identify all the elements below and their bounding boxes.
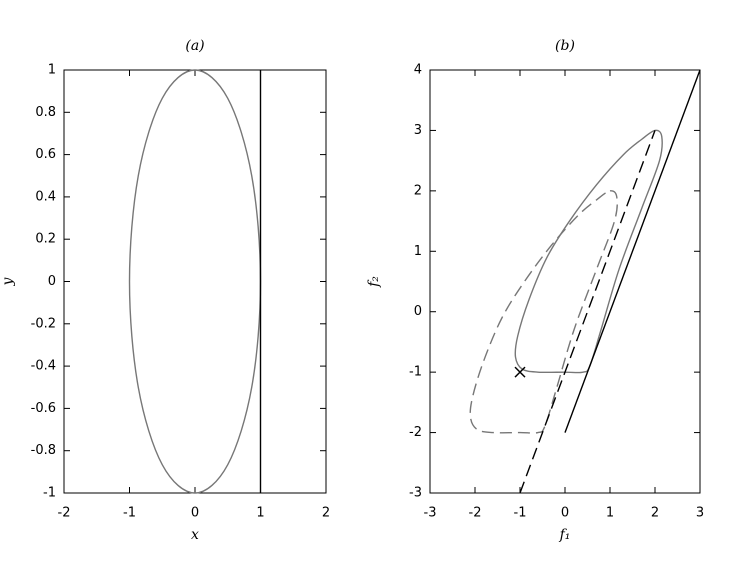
marker [514, 366, 526, 378]
plot-frame [63, 69, 327, 494]
x-tick-label: -3 [424, 506, 437, 521]
x-tick-label: 2 [322, 506, 330, 521]
curve [564, 69, 701, 433]
y-axis-label: f₂ [366, 276, 382, 288]
x-tick-label: -2 [58, 506, 71, 521]
y-tick-label: -3 [409, 486, 422, 501]
y-tick-label: 1 [48, 63, 56, 78]
x-tick-label: 0 [561, 506, 569, 521]
x-tick-label: 3 [696, 506, 704, 521]
curve [514, 129, 663, 374]
y-tick-label: -1 [43, 486, 56, 501]
x-tick-label: 1 [256, 506, 264, 521]
y-tick-label: 0.8 [35, 105, 56, 120]
y-tick-label: 1 [414, 244, 422, 259]
y-tick-label: 0 [48, 274, 56, 289]
chart-title: (a) [185, 38, 204, 54]
y-tick-label: 0.6 [35, 147, 56, 162]
curve [128, 69, 262, 494]
plot-frame [429, 69, 701, 494]
y-tick-label: -1 [409, 365, 422, 380]
y-tick-label: 3 [414, 123, 422, 138]
y-axis-label: y [0, 276, 16, 286]
x-tick-label: 2 [651, 506, 659, 521]
y-tick-label: 0.4 [35, 189, 56, 204]
x-tick-label: 1 [606, 506, 614, 521]
y-tick-label: 2 [414, 183, 422, 198]
x-axis-label: f₁ [559, 527, 571, 543]
curve [469, 190, 618, 434]
x-tick-label: -1 [123, 506, 136, 521]
x-tick-label: -2 [469, 506, 482, 521]
y-tick-label: -0.8 [31, 443, 56, 458]
curve [519, 130, 656, 494]
y-tick-label: 0 [414, 304, 422, 319]
y-tick-label: -0.4 [31, 359, 56, 374]
chart-title: (b) [555, 38, 575, 54]
x-axis-label: x [191, 527, 199, 543]
y-tick-label: -0.2 [31, 316, 56, 331]
x-tick-label: 0 [191, 506, 199, 521]
x-tick-label: -1 [514, 506, 527, 521]
y-tick-label: 4 [414, 63, 422, 78]
y-tick-label: -0.6 [31, 401, 56, 416]
y-tick-label: 0.2 [35, 232, 56, 247]
y-tick-label: -2 [409, 425, 422, 440]
